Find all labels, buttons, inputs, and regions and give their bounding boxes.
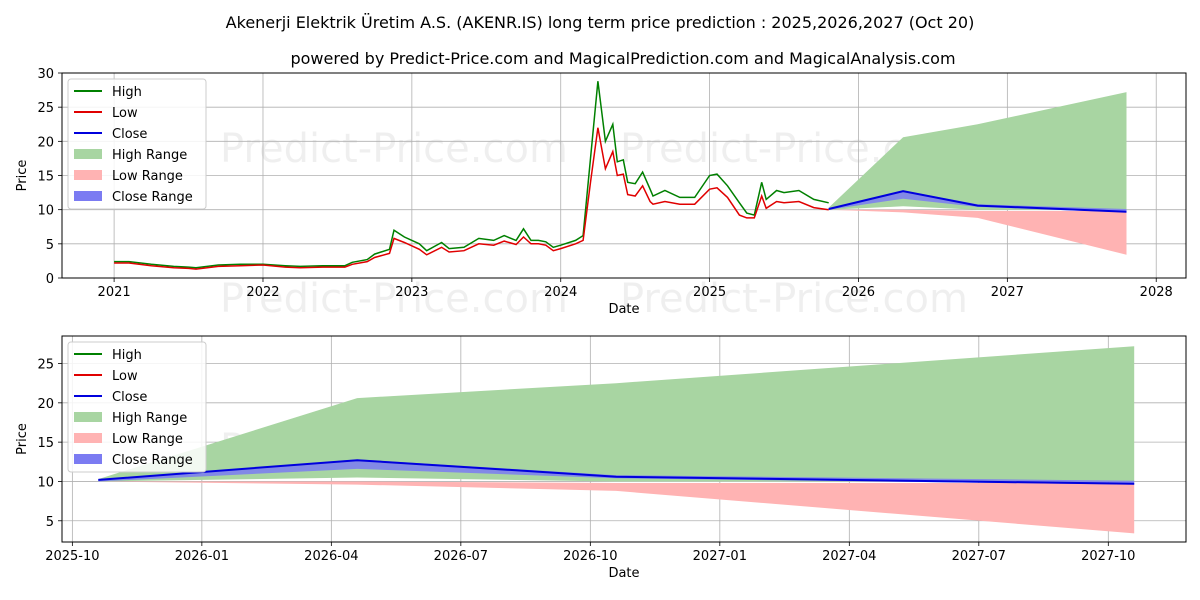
chart-subtitle: powered by Predict-Price.com and Magical… [290, 49, 955, 68]
forecast-areas [828, 92, 1127, 255]
legend-box [67, 78, 207, 210]
legend-swatch-low-range [74, 170, 102, 180]
legend-label: Close [112, 390, 147, 405]
low-range-area [828, 209, 1127, 255]
x-axis-label: Date [608, 302, 639, 317]
close-range-area [828, 190, 1127, 213]
x-tick-label: 2026-07 [434, 549, 488, 564]
axis-ticks: 2021 2022 2023 2024 2025 2026 2027 202805101520… [37, 67, 1172, 300]
legend-label: Close Range [112, 190, 193, 205]
legend-swatch-high-range [74, 412, 102, 422]
y-tick-label: 5 [46, 238, 54, 253]
x-tick-label: 2027 [991, 285, 1024, 300]
legend-swatch-low-range [74, 433, 102, 443]
y-tick-label: 20 [37, 135, 54, 150]
legend-swatch-high-range [74, 149, 102, 159]
x-tick-label: 2027-07 [952, 549, 1006, 564]
close-range-area [98, 459, 1135, 485]
plot-frame [61, 72, 1187, 279]
legend-label: Low Range [112, 169, 183, 184]
y-tick-label: 0 [46, 272, 54, 287]
x-tick-label: 2025-10 [45, 549, 99, 564]
x-tick-label: 2021 [98, 285, 131, 300]
x-tick-label: 2026-10 [563, 549, 617, 564]
x-tick-label: 2024 [544, 285, 577, 300]
plot-frame [61, 335, 1187, 543]
legend-label: High Range [112, 411, 187, 426]
bottom-panel: Predict-Price.com Predict-Price.com 2025… [15, 335, 1187, 581]
legend-swatch-close-range [74, 191, 102, 201]
low-line [114, 127, 829, 270]
legend-label: Close Range [112, 453, 193, 468]
watermark: Predict-Price.com [620, 276, 968, 322]
legend-label: High [112, 85, 142, 100]
x-tick-label: 2023 [395, 285, 428, 300]
high-range-area [98, 346, 1135, 482]
close-line [98, 459, 1135, 485]
legend-label: Low [112, 369, 138, 384]
x-tick-label: 2027-01 [693, 549, 747, 564]
legend-label: Close [112, 127, 147, 142]
y-tick-label: 20 [37, 397, 54, 412]
legend-box [67, 341, 207, 473]
close-line [828, 190, 1127, 213]
x-tick-label: 2027-10 [1081, 549, 1135, 564]
series-lines [114, 81, 1127, 270]
y-tick-label: 10 [37, 204, 54, 219]
top-panel: Predict-Price.com Predict-Price.com Pred… [15, 67, 1187, 322]
legend-swatch-close-range [74, 454, 102, 464]
axis-ticks: 2025-10 2026-01 2026-04 2026-07 2026-10 2027-… [37, 358, 1135, 564]
x-tick-label: 2027-04 [822, 549, 876, 564]
low-range-area [98, 481, 1135, 534]
legend: High Low Close High Range Low Range Close Ran… [67, 78, 207, 210]
x-tick-label: 2025 [693, 285, 726, 300]
y-axis-label: Price [15, 423, 30, 455]
y-tick-label: 25 [37, 358, 54, 373]
legend-label: High [112, 348, 142, 363]
legend-label: Low Range [112, 432, 183, 447]
watermark: Predict-Price.com [220, 276, 568, 322]
series-lines [98, 459, 1135, 485]
chart-title: Akenerji Elektrik Üretim A.S. (AKENR.IS)… [226, 13, 975, 32]
watermark: Predict-Price.com [220, 126, 568, 172]
x-tick-label: 2028 [1140, 285, 1173, 300]
x-tick-label: 2026-04 [304, 549, 358, 564]
legend-label: High Range [112, 148, 187, 163]
forecast-areas [98, 346, 1135, 534]
x-tick-label: 2026 [842, 285, 875, 300]
y-tick-label: 10 [37, 475, 54, 490]
y-tick-label: 30 [37, 67, 54, 82]
y-axis-label: Price [15, 160, 30, 192]
legend-label: Low [112, 106, 138, 121]
x-tick-label: 2026-01 [175, 549, 229, 564]
y-tick-label: 15 [37, 436, 54, 451]
high-line [114, 81, 829, 269]
legend: High Low Close High Range Low Range Close Ran… [67, 341, 207, 473]
high-range-area [828, 92, 1127, 210]
x-tick-label: 2022 [246, 285, 279, 300]
y-tick-label: 5 [46, 515, 54, 530]
y-tick-label: 25 [37, 101, 54, 116]
y-tick-label: 15 [37, 170, 54, 185]
x-axis-label: Date [608, 566, 639, 581]
